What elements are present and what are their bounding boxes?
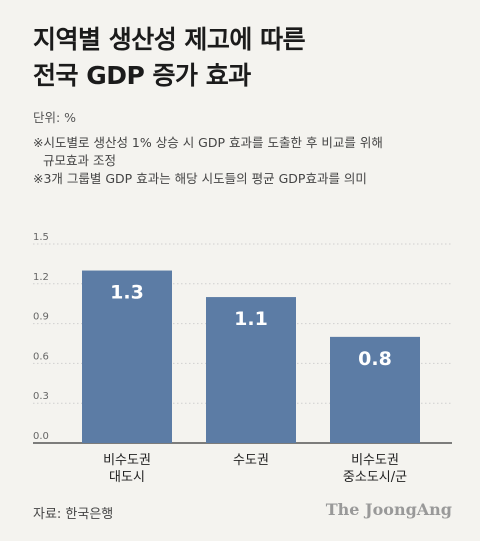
data-label: 0.8 — [358, 348, 392, 370]
category-label: 대도시 — [109, 470, 145, 485]
chart-title: 지역별 생산성 제고에 따른 전국 GDP 증가 효과 — [33, 22, 306, 94]
data-label: 1.1 — [234, 308, 268, 330]
title-line-2: 전국 GDP 증가 효과 — [33, 61, 251, 90]
bar — [330, 336, 420, 443]
y-tick-label: 0.3 — [33, 391, 49, 402]
category-label: 비수도권 — [351, 453, 399, 468]
category-label: 중소도시/군 — [343, 470, 407, 485]
data-label: 1.3 — [110, 282, 144, 304]
y-tick-label: 1.2 — [33, 272, 49, 283]
y-tick-label: 0.0 — [33, 431, 49, 442]
bar — [82, 270, 172, 443]
title-line-1: 지역별 생산성 제고에 따른 — [33, 25, 306, 54]
note-1-continued: 규모효과 조정 — [43, 153, 116, 168]
y-tick-label: 0.9 — [33, 312, 49, 323]
notes: ※시도별로 생산성 1% 상승 시 GDP 효과를 도출한 후 비교를 위해 규… — [33, 134, 383, 188]
y-tick-label: 0.6 — [33, 351, 49, 362]
note-2: ※3개 그룹별 GDP 효과는 해당 시도들의 평균 GDP효과를 의미 — [33, 171, 367, 186]
source-label: 자료: 한국은행 — [33, 507, 114, 522]
category-label: 수도권 — [233, 453, 269, 468]
note-1: ※시도별로 생산성 1% 상승 시 GDP 효과를 도출한 후 비교를 위해 — [33, 135, 383, 150]
y-tick-label: 1.5 — [33, 232, 49, 243]
category-label: 비수도권 — [103, 453, 151, 468]
publisher-logo: The JoongAng — [325, 500, 452, 519]
unit-label: 단위: % — [33, 110, 77, 125]
bar — [206, 297, 296, 443]
